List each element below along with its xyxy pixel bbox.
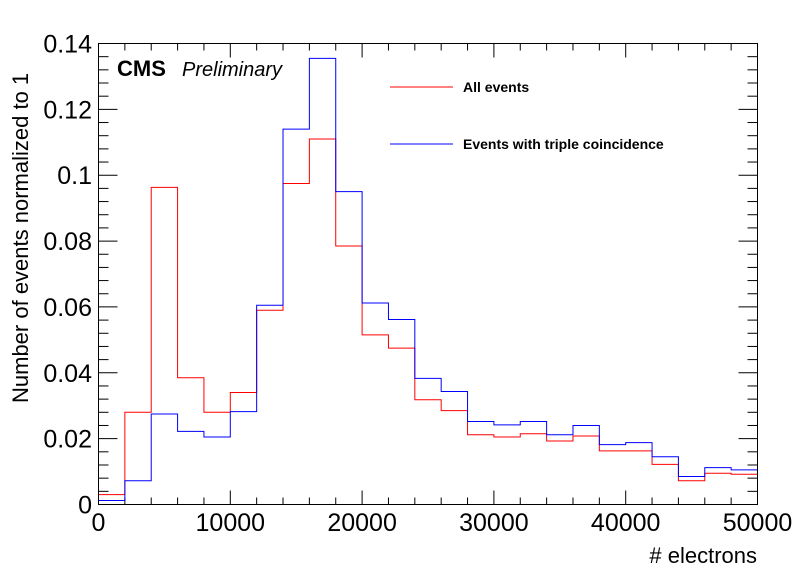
legend-label-all-events: All events [463, 79, 529, 95]
y-tick-labels: 0 0.02 0.04 0.06 0.08 0.1 0.12 0.14 [43, 31, 92, 520]
histogram-series [98, 57, 758, 502]
preliminary-label: Preliminary [182, 59, 283, 81]
y-tick-label: 0.04 [43, 360, 92, 388]
y-tick-label: 0 [78, 492, 92, 520]
legend-label-triple-coincidence: Events with triple coincidence [463, 136, 664, 152]
x-tick-label: 0 [92, 509, 106, 537]
y-tick-label: 0.06 [43, 294, 92, 322]
y-tick-label: 0.02 [43, 426, 92, 454]
y-tick-label: 0.12 [43, 96, 92, 124]
y-axis-title: Number of events normalized to 1 [8, 73, 33, 403]
plot-frame [98, 43, 758, 505]
x-tick-labels: 0 10000 20000 30000 40000 50000 [92, 509, 793, 537]
x-tick-label: 30000 [459, 509, 529, 537]
x-tick-label: 40000 [591, 509, 661, 537]
y-tick-label: 0.08 [43, 228, 92, 256]
legend: All events Events with triple coincidenc… [390, 79, 664, 152]
y-tick-label: 0.14 [43, 31, 92, 59]
x-tick-label: 20000 [327, 509, 397, 537]
series-1-histogram-line [98, 57, 758, 502]
x-axis-title: # electrons [649, 543, 757, 568]
x-tick-label: 10000 [196, 509, 266, 537]
x-tick-label: 50000 [723, 509, 793, 537]
cms-label: CMS [117, 56, 166, 81]
y-tick-label: 0.1 [57, 162, 92, 190]
